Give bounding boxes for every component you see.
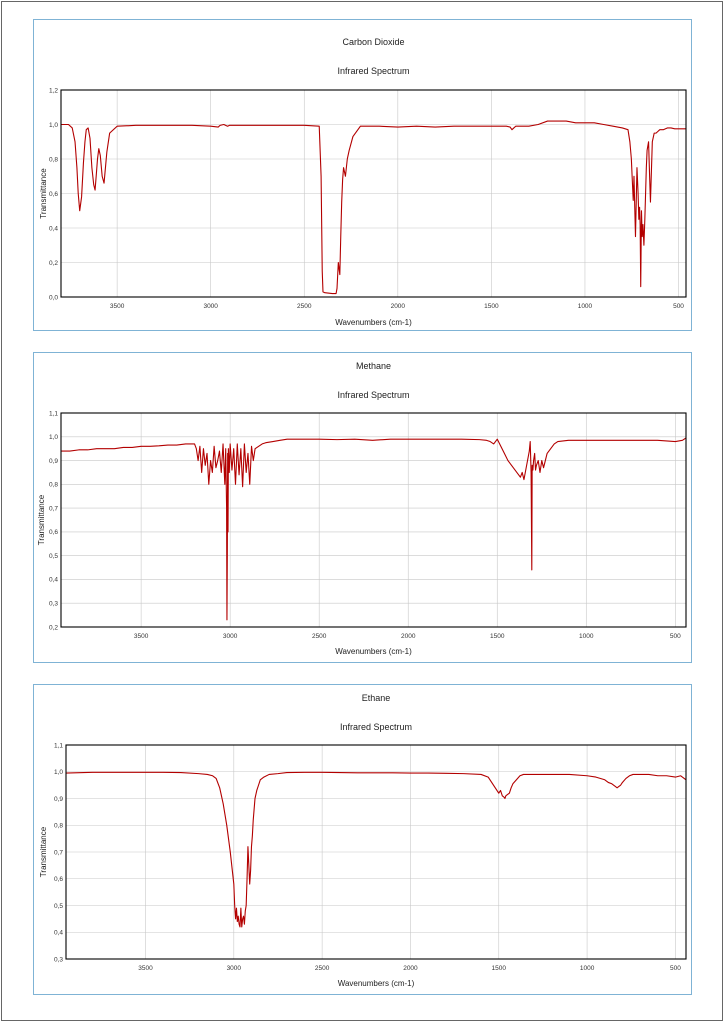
co2-x-tick-label: 3500 xyxy=(110,303,125,310)
ethane-y-tick-label: 0,4 xyxy=(54,930,63,937)
methane-y-tick-label: 1,0 xyxy=(49,434,58,441)
methane-y-tick-label: 0,9 xyxy=(49,458,58,465)
co2-y-tick-label: 1,2 xyxy=(49,87,58,94)
methane-y-tick-label: 0,3 xyxy=(49,601,58,608)
methane-x-axis-title: Wavenumbers (cm-1) xyxy=(335,647,412,656)
co2-chart-subtitle: Infrared Spectrum xyxy=(337,66,409,76)
co2-y-tick-label: 0,8 xyxy=(49,156,58,163)
co2-x-tick-label: 2000 xyxy=(391,303,406,310)
methane-y-tick-label: 0,6 xyxy=(49,529,58,536)
ethane-x-tick-label: 2000 xyxy=(403,965,418,972)
methane-x-tick-label: 500 xyxy=(670,633,681,640)
ethane-chart-subtitle: Infrared Spectrum xyxy=(340,722,412,732)
methane-y-tick-label: 0,2 xyxy=(49,624,58,631)
co2-y-tick-label: 0,6 xyxy=(49,191,58,198)
ethane-x-tick-label: 3000 xyxy=(227,965,242,972)
co2-plot-frame xyxy=(60,89,687,298)
ethane-chart-panel: Ethane Infrared Spectrum 3500 3000 2500 2000 1… xyxy=(33,684,692,995)
co2-x-tick-label: 500 xyxy=(673,303,684,310)
methane-plot-frame xyxy=(60,412,687,628)
methane-spectrum-line xyxy=(61,437,686,621)
ethane-y-tick-label: 0,9 xyxy=(54,796,63,803)
ethane-plot-frame xyxy=(65,744,687,960)
co2-x-tick-label: 2500 xyxy=(297,303,312,310)
ethane-x-axis-title: Wavenumbers (cm-1) xyxy=(338,979,415,988)
ethane-spectrum-line xyxy=(66,771,686,928)
methane-y-tick-label: 0,7 xyxy=(49,505,58,512)
co2-chart-panel: Carbon Dioxide Infrared Spectrum 3500 3000 2… xyxy=(33,19,692,331)
methane-y-tick-label: 1,1 xyxy=(49,410,58,417)
co2-chart-title: Carbon Dioxide xyxy=(342,37,404,47)
methane-y-tick-label: 0,5 xyxy=(49,553,58,560)
ethane-x-tick-label: 500 xyxy=(670,965,681,972)
ethane-chart-title: Ethane xyxy=(362,693,391,703)
co2-y-tick-label: 1,0 xyxy=(49,122,58,129)
co2-chart: Carbon Dioxide Infrared Spectrum 3500 3000 2… xyxy=(39,37,687,327)
co2-x-axis-title: Wavenumbers (cm-1) xyxy=(335,318,412,327)
ethane-y-tick-label: 1,0 xyxy=(54,769,63,776)
ethane-x-tick-label: 1000 xyxy=(580,965,595,972)
ethane-y-tick-label: 0,3 xyxy=(54,956,63,963)
methane-x-tick-label: 3500 xyxy=(134,633,149,640)
methane-chart-title: Methane xyxy=(356,361,391,371)
co2-x-tick-label: 3000 xyxy=(203,303,218,310)
co2-y-tick-label: 0,2 xyxy=(49,260,58,267)
methane-chart: Methane Infrared Spectrum 3500 3000 2500 2000… xyxy=(37,361,687,656)
co2-y-tick-label: 0,4 xyxy=(49,225,58,232)
methane-x-tick-label: 2500 xyxy=(312,633,327,640)
ethane-x-tick-label: 1500 xyxy=(492,965,507,972)
methane-x-tick-label: 1000 xyxy=(579,633,594,640)
ethane-chart: Ethane Infrared Spectrum 3500 3000 2500 2000 1… xyxy=(39,693,687,988)
co2-x-tick-label: 1500 xyxy=(484,303,499,310)
co2-grid xyxy=(61,89,686,298)
co2-y-tick-label: 0,0 xyxy=(49,294,58,301)
methane-x-tick-label: 1500 xyxy=(490,633,505,640)
ethane-y-tick-label: 1,1 xyxy=(54,742,63,749)
methane-y-tick-label: 0,4 xyxy=(49,577,58,584)
co2-y-axis-title: Transmittance xyxy=(39,168,48,219)
ethane-y-axis-title: Transmittance xyxy=(39,826,48,877)
methane-grid xyxy=(61,412,686,628)
methane-y-tick-label: 0,8 xyxy=(49,482,58,489)
ethane-y-tick-label: 0,5 xyxy=(54,903,63,910)
methane-x-tick-label: 3000 xyxy=(223,633,238,640)
methane-y-axis-title: Transmittance xyxy=(37,494,46,545)
methane-chart-panel: Methane Infrared Spectrum 3500 3000 2500 2000… xyxy=(33,352,692,663)
methane-x-tick-label: 2000 xyxy=(401,633,416,640)
ethane-y-tick-label: 0,6 xyxy=(54,876,63,883)
ethane-x-tick-label: 2500 xyxy=(315,965,330,972)
co2-spectrum-line xyxy=(61,120,686,295)
ethane-x-tick-label: 3500 xyxy=(138,965,153,972)
ethane-y-tick-label: 0,8 xyxy=(54,823,63,830)
methane-chart-subtitle: Infrared Spectrum xyxy=(337,390,409,400)
ethane-y-tick-label: 0,7 xyxy=(54,849,63,856)
co2-x-tick-label: 1000 xyxy=(578,303,593,310)
